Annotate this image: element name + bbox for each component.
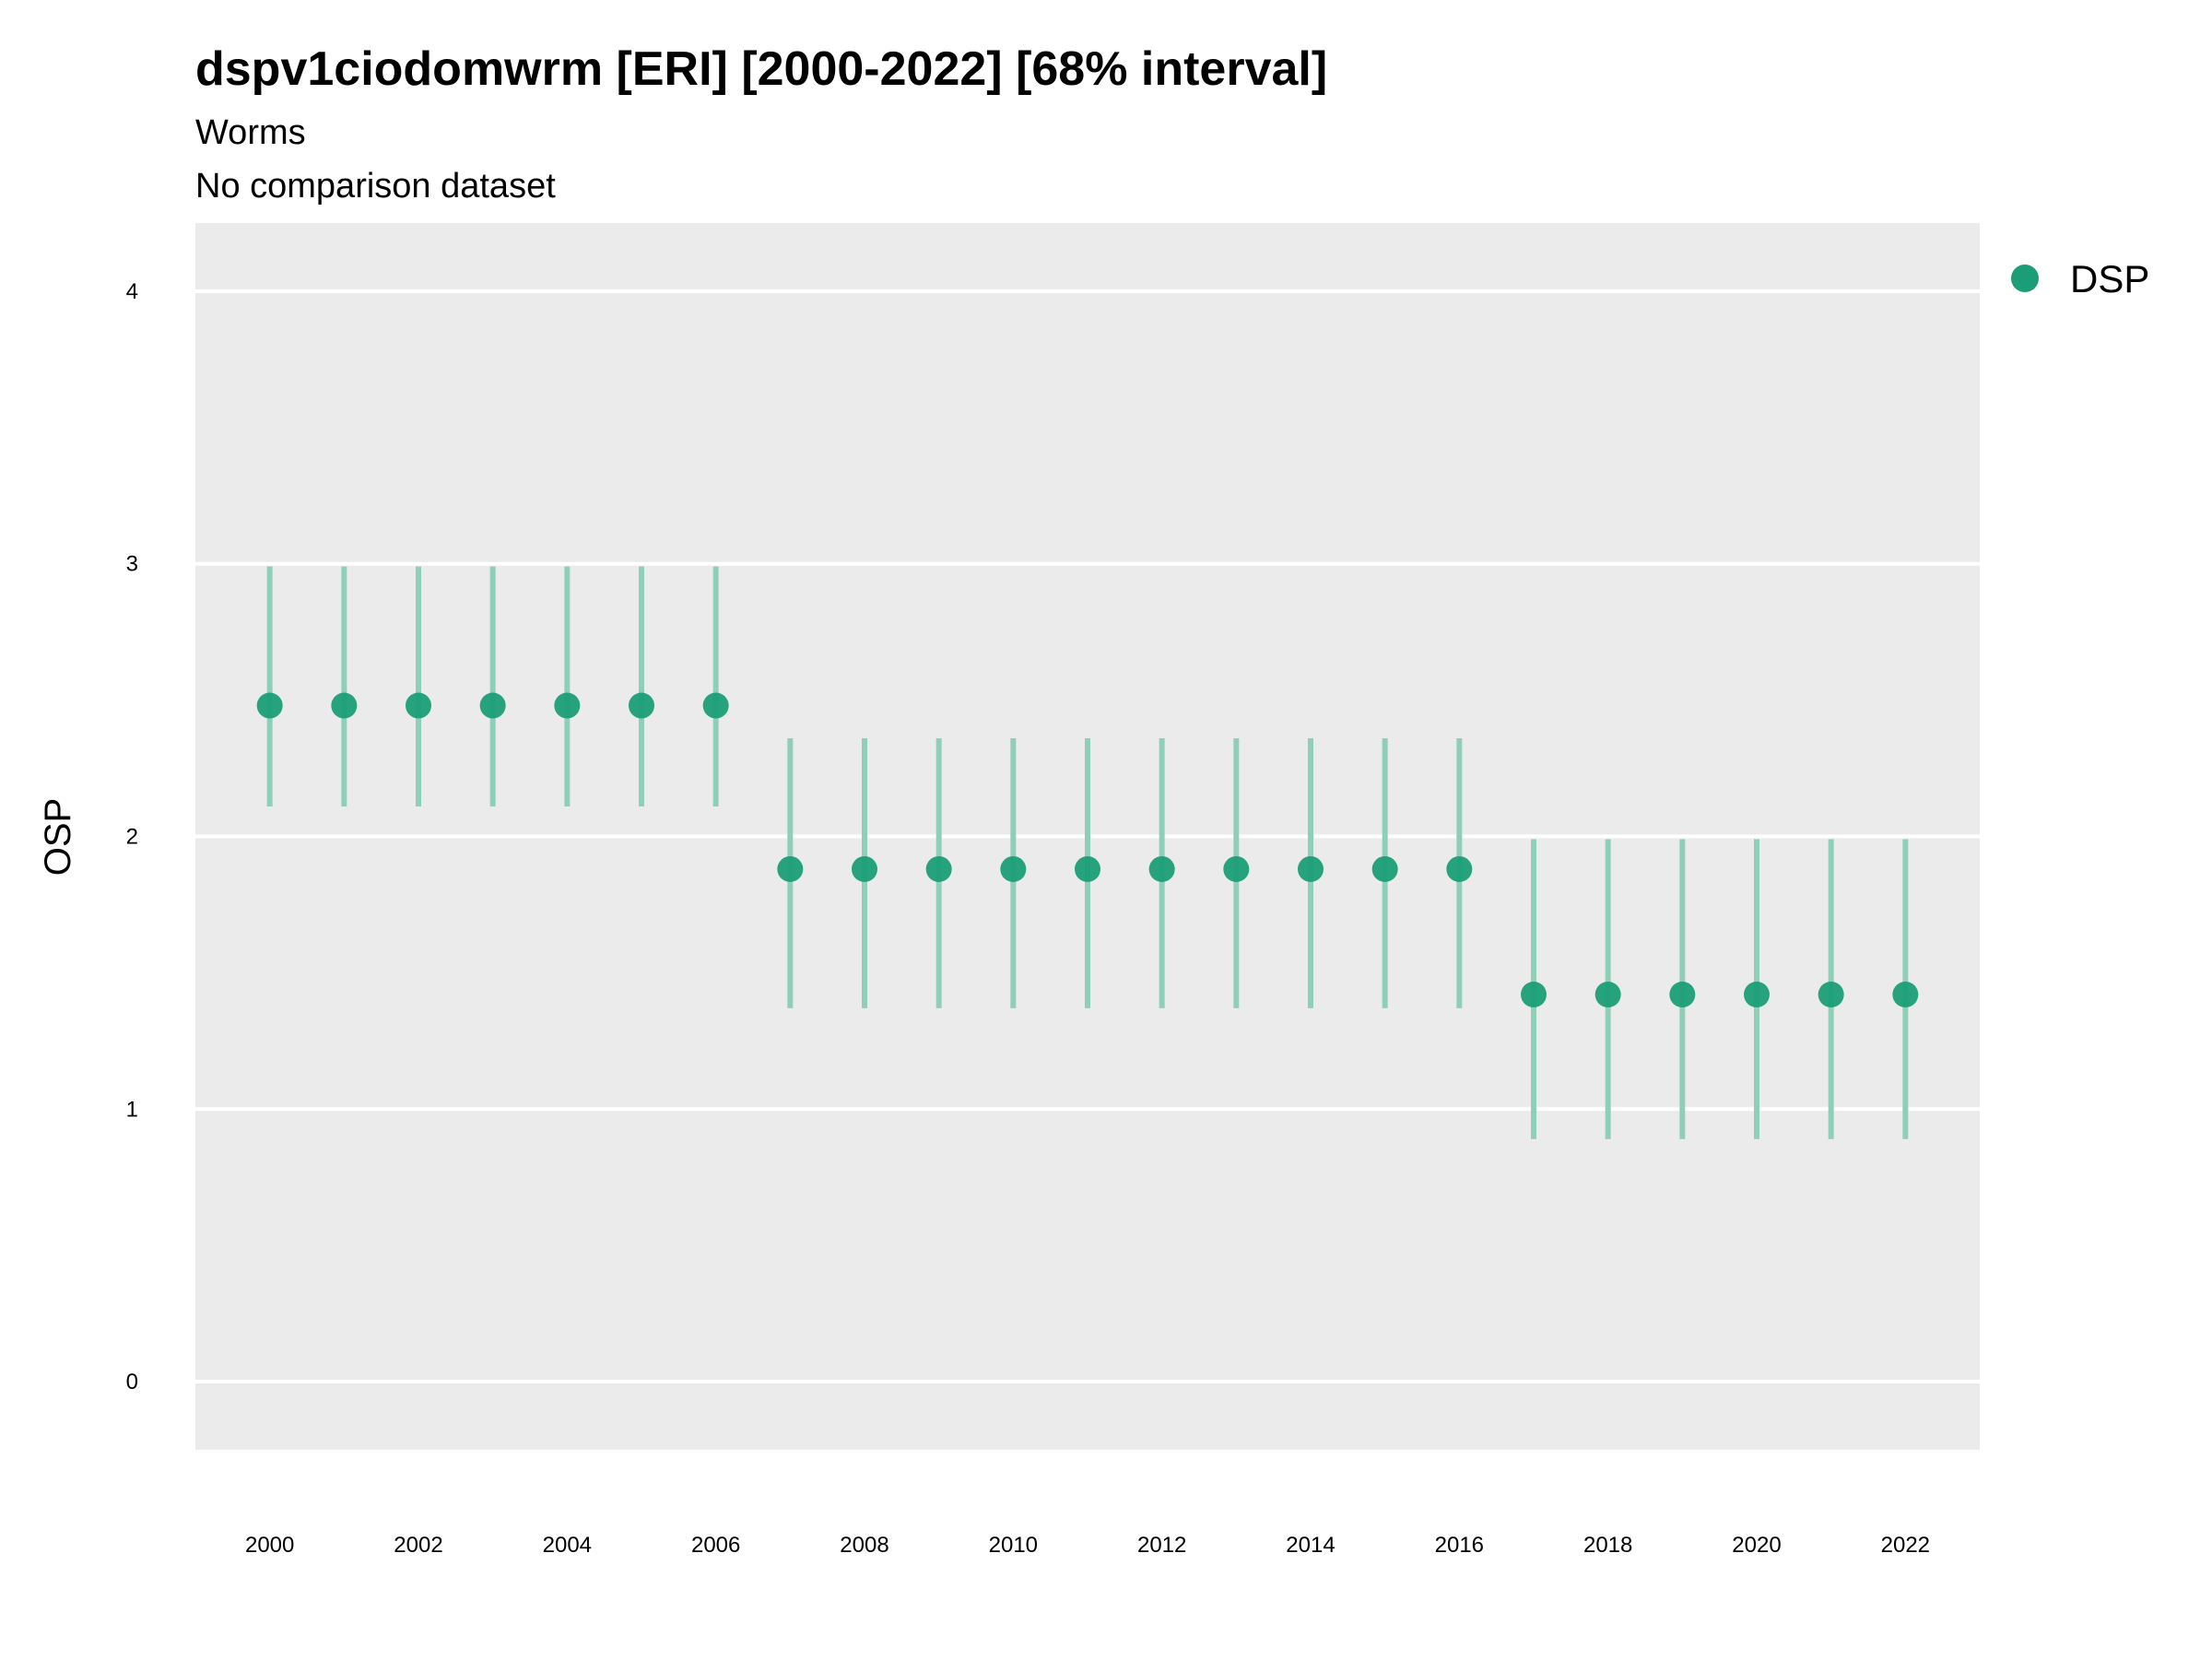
data-point bbox=[1744, 982, 1770, 1008]
data-point bbox=[1148, 855, 1175, 882]
x-tick-label: 2012 bbox=[1137, 1533, 1186, 1558]
data-point bbox=[1818, 982, 1844, 1008]
x-tick-label: 2020 bbox=[1732, 1533, 1781, 1558]
chart-subtitle-secondary: No comparison dataset bbox=[195, 167, 556, 206]
data-point bbox=[702, 692, 729, 719]
data-point bbox=[777, 855, 804, 882]
x-tick-label: 2010 bbox=[989, 1533, 1038, 1558]
x-tick-label: 2014 bbox=[1286, 1533, 1335, 1558]
y-axis-label: OSP bbox=[38, 798, 78, 876]
data-point bbox=[256, 692, 283, 719]
data-point bbox=[331, 692, 358, 719]
x-tick-label: 2000 bbox=[245, 1533, 294, 1558]
data-point bbox=[479, 692, 506, 719]
chart-title: dspv1ciodomwrm [ERI] [2000-2022] [68% in… bbox=[195, 42, 1327, 96]
data-point bbox=[1892, 982, 1919, 1008]
y-axis-ticks: 0 1 2 3 4 bbox=[126, 279, 138, 1394]
data-point bbox=[629, 692, 654, 719]
y-tick-label: 2 bbox=[126, 825, 138, 850]
chart-subtitle: Worms bbox=[195, 113, 306, 152]
data-point bbox=[554, 692, 581, 719]
x-tick-label: 2016 bbox=[1435, 1533, 1484, 1558]
y-tick-label: 4 bbox=[126, 279, 138, 304]
legend-marker-dsp bbox=[2011, 265, 2039, 292]
x-tick-label: 2006 bbox=[691, 1533, 740, 1558]
x-tick-label: 2004 bbox=[543, 1533, 592, 1558]
data-point bbox=[852, 855, 877, 882]
data-point bbox=[1669, 982, 1696, 1008]
data-point bbox=[1000, 855, 1027, 882]
x-tick-label: 2002 bbox=[394, 1533, 442, 1558]
data-point bbox=[406, 692, 431, 719]
data-point bbox=[1075, 855, 1100, 882]
x-tick-label: 2022 bbox=[1881, 1533, 1930, 1558]
data-point bbox=[1521, 982, 1547, 1008]
data-point bbox=[925, 855, 952, 882]
data-point bbox=[1446, 855, 1473, 882]
data-point bbox=[1223, 855, 1250, 882]
y-tick-label: 0 bbox=[126, 1370, 138, 1394]
y-tick-label: 3 bbox=[126, 552, 138, 577]
data-points bbox=[256, 692, 1919, 1008]
data-point bbox=[1371, 855, 1398, 882]
data-point bbox=[1594, 982, 1621, 1008]
legend-label-dsp: DSP bbox=[2070, 257, 2149, 300]
x-axis-ticks: 2000 2002 2004 2006 2008 2010 2012 2014 2016 2018… bbox=[245, 1533, 1930, 1558]
x-tick-label: 2018 bbox=[1583, 1533, 1632, 1558]
x-tick-label: 2008 bbox=[840, 1533, 888, 1558]
data-point bbox=[1298, 855, 1324, 882]
legend: DSP bbox=[2011, 257, 2149, 300]
y-tick-label: 1 bbox=[126, 1097, 138, 1122]
